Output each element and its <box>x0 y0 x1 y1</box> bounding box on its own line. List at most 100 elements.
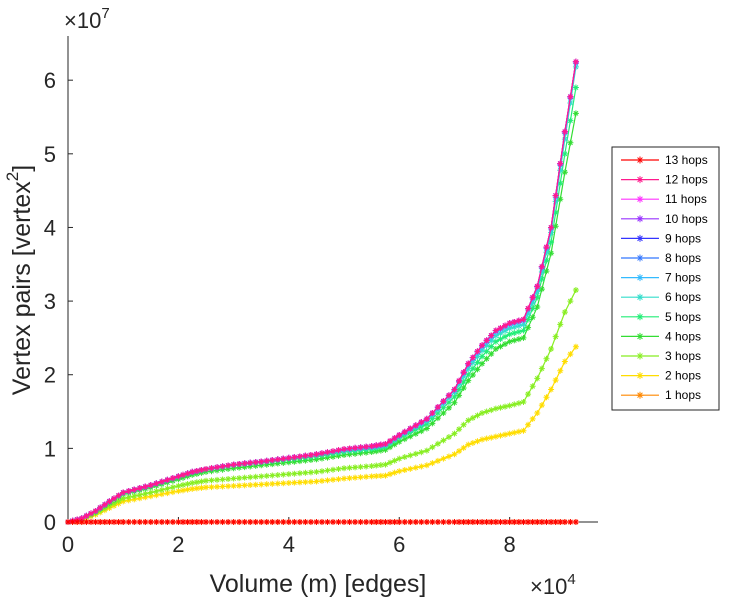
data-point <box>474 412 481 419</box>
data-point <box>492 519 499 525</box>
data-point <box>285 471 292 478</box>
y-axis-label: Vertex pairs [vertex2] <box>3 165 36 395</box>
data-point <box>429 460 436 467</box>
data-point <box>142 519 149 525</box>
data-point <box>101 501 108 508</box>
data-point <box>236 460 243 467</box>
data-point <box>269 457 276 464</box>
data-point <box>164 476 171 483</box>
data-point <box>445 434 452 441</box>
data-point <box>214 464 221 471</box>
data-point <box>572 110 579 117</box>
y-tick-label: 5 <box>44 142 56 167</box>
data-point <box>302 519 309 525</box>
data-point <box>529 519 536 525</box>
data-point <box>335 476 342 483</box>
data-point <box>492 327 499 334</box>
legend-marker <box>636 293 644 301</box>
data-point <box>147 489 154 496</box>
data-point <box>153 480 160 487</box>
data-point <box>502 333 509 340</box>
data-point <box>180 481 187 488</box>
data-point <box>418 463 425 470</box>
data-point <box>396 438 403 445</box>
data-point <box>534 283 541 290</box>
data-point <box>214 476 221 483</box>
data-point <box>488 332 495 339</box>
data-point <box>274 480 281 487</box>
data-point <box>543 355 550 362</box>
data-point <box>258 458 265 465</box>
data-point <box>280 480 287 487</box>
data-point <box>445 519 452 525</box>
data-point <box>147 482 154 489</box>
data-point <box>236 482 243 489</box>
data-point <box>479 360 486 367</box>
data-point <box>567 100 574 107</box>
y-tick-label: 0 <box>44 510 56 535</box>
data-point <box>115 497 122 504</box>
data-point <box>434 415 441 422</box>
data-point <box>363 473 370 480</box>
data-point <box>497 325 504 332</box>
data-point <box>525 421 532 428</box>
data-point <box>561 309 568 316</box>
data-point <box>285 454 292 461</box>
data-point <box>269 519 276 525</box>
data-point <box>368 443 375 450</box>
data-point <box>125 519 132 525</box>
data-point <box>548 250 555 257</box>
data-point <box>307 478 314 485</box>
data-point <box>346 464 353 471</box>
legend-marker <box>636 332 644 340</box>
data-point <box>169 489 176 496</box>
data-point <box>525 310 532 317</box>
data-point <box>180 519 187 525</box>
data-point <box>423 415 430 422</box>
data-point <box>180 471 187 478</box>
data-point <box>525 519 532 525</box>
data-point <box>557 160 564 167</box>
data-point <box>153 519 160 525</box>
data-point <box>529 383 536 390</box>
data-point <box>83 519 90 525</box>
data-point <box>88 510 95 517</box>
data-point <box>465 365 472 372</box>
data-point <box>225 462 232 469</box>
y-tick-label: 3 <box>44 289 56 314</box>
data-point <box>434 457 441 464</box>
data-point <box>120 489 127 496</box>
data-point <box>525 316 532 323</box>
data-point <box>515 317 522 324</box>
data-point <box>373 442 380 449</box>
data-point <box>208 465 215 472</box>
data-point <box>131 496 138 503</box>
data-point <box>474 438 481 445</box>
y-axis-label-group: Vertex pairs [vertex2] <box>3 165 36 395</box>
data-point <box>474 348 481 355</box>
y-ticks: 0 1 2 3 4 5 6 <box>44 68 73 535</box>
data-point <box>208 484 215 491</box>
data-point <box>368 473 375 480</box>
data-point <box>440 519 447 525</box>
data-point <box>363 463 370 470</box>
data-point <box>307 519 314 525</box>
data-point <box>131 486 138 493</box>
data-point <box>561 136 568 143</box>
data-point <box>497 404 504 411</box>
data-point <box>557 519 564 525</box>
data-point <box>330 476 336 483</box>
data-point <box>525 391 532 398</box>
data-point <box>208 477 215 484</box>
data-point <box>382 472 389 479</box>
data-point <box>252 459 259 466</box>
data-point <box>341 446 348 453</box>
data-point <box>552 333 559 340</box>
data-point <box>529 314 536 321</box>
legend-label: 2 hops <box>665 369 701 383</box>
data-point <box>460 384 467 391</box>
data-point <box>502 403 509 410</box>
data-point <box>543 249 550 256</box>
legend-item: 4 hops <box>621 329 701 343</box>
data-point <box>552 519 559 525</box>
